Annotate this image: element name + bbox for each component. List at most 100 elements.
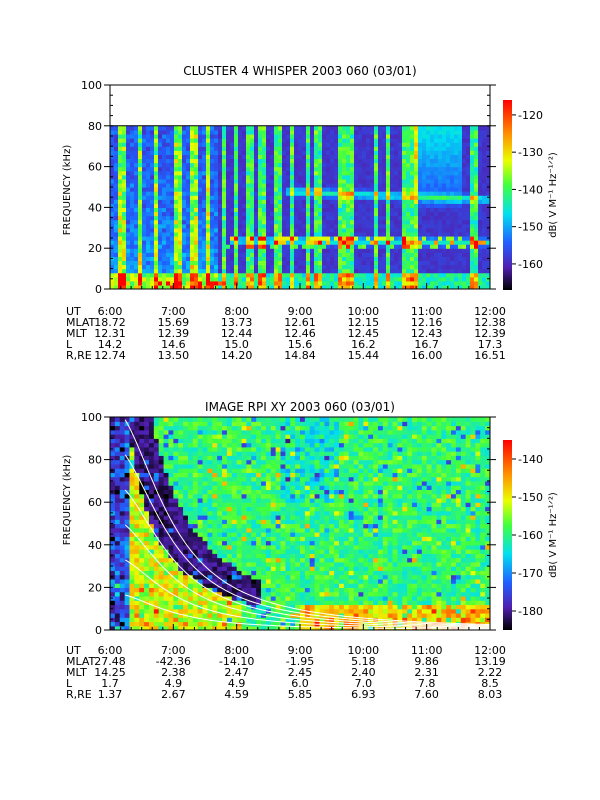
heatmap-cell [148, 523, 155, 529]
heatmap-cell [163, 544, 170, 550]
heatmap-cell [134, 191, 139, 196]
heatmap-cell [306, 199, 311, 204]
heatmap-cell [144, 587, 150, 593]
heatmap-cell [202, 211, 207, 217]
heatmap-cell [442, 240, 447, 245]
heatmap-cell [198, 158, 203, 164]
heatmap-cell [390, 174, 395, 180]
heatmap-cell [154, 260, 159, 266]
heatmap-cell [153, 591, 160, 597]
heatmap-cell [354, 166, 359, 172]
heatmap-cell [138, 178, 143, 184]
heatmap-cell [418, 191, 423, 196]
heatmap-cell [402, 207, 407, 213]
heatmap-cell [202, 272, 207, 278]
heatmap-cell [166, 162, 171, 168]
heatmap-cell [374, 276, 379, 282]
heatmap-cell [153, 527, 160, 533]
heatmap-cell [114, 612, 121, 618]
heatmap-cell [254, 268, 259, 274]
heatmap-cell [110, 502, 116, 508]
heatmap-cell [382, 272, 387, 278]
heatmap-cell [194, 162, 199, 168]
heatmap-cell [146, 166, 151, 172]
heatmap-cell [246, 142, 251, 147]
heatmap-cell [206, 211, 211, 217]
heatmap-cell [446, 219, 451, 225]
ephemeris-value: 16.2 [351, 338, 376, 351]
heatmap-cell [178, 489, 184, 495]
heatmap-cell [202, 489, 209, 495]
heatmap-cell [126, 211, 131, 217]
heatmap-cell [390, 276, 395, 282]
heatmap-cell [207, 544, 213, 550]
heatmap-cell [226, 133, 231, 139]
heatmap-cell [302, 223, 307, 229]
heatmap-cell [466, 187, 471, 192]
heatmap-cell [190, 150, 195, 155]
heatmap-cell [422, 280, 427, 286]
heatmap-cell [298, 191, 303, 196]
heatmap-cell [170, 142, 175, 147]
heatmap-cell [266, 195, 271, 200]
heatmap-cell [434, 244, 439, 249]
heatmap-cell [122, 150, 127, 155]
heatmap-cell [330, 235, 335, 241]
heatmap-cell [366, 264, 371, 270]
heatmap-cell [270, 191, 275, 196]
heatmap-cell [187, 425, 194, 431]
heatmap-cell [262, 187, 267, 192]
heatmap-cell [350, 199, 355, 204]
heatmap-cell [210, 203, 215, 208]
heatmap-cell [390, 235, 395, 241]
heatmap-cell [114, 417, 121, 422]
heatmap-cell [390, 260, 395, 266]
heatmap-cell [374, 191, 379, 196]
heatmap-cell [350, 223, 355, 229]
heatmap-cell [126, 256, 131, 262]
heatmap-cell [197, 561, 204, 567]
heatmap-cell [250, 146, 255, 151]
heatmap-cell [134, 264, 139, 270]
heatmap-cell [170, 195, 175, 200]
heatmap-cell [306, 150, 311, 155]
heatmap-cell [422, 154, 427, 160]
heatmap-cell [350, 240, 355, 245]
heatmap-cell [150, 129, 155, 135]
heatmap-cell [486, 240, 490, 245]
heatmap-cell [163, 561, 170, 567]
heatmap-cell [173, 506, 179, 512]
spectrogram-plot [110, 125, 490, 289]
heatmap-cell [144, 442, 150, 448]
heatmap-cell [398, 223, 403, 229]
heatmap-cell [322, 182, 327, 188]
heatmap-cell [119, 438, 126, 444]
heatmap-cell [478, 138, 483, 143]
heatmap-cell [302, 227, 307, 233]
heatmap-cell [197, 536, 204, 542]
heatmap-cell [130, 146, 135, 151]
heatmap-cell [258, 240, 263, 245]
heatmap-cell [210, 133, 215, 139]
heatmap-cell [187, 429, 194, 435]
heatmap-cell [190, 178, 195, 184]
heatmap-cell [418, 199, 423, 204]
heatmap-cell [178, 519, 184, 525]
heatmap-cell [158, 480, 165, 486]
heatmap-cell [246, 248, 251, 253]
heatmap-cell [290, 174, 295, 180]
heatmap-cell [302, 211, 307, 217]
heatmap-cell [148, 468, 155, 473]
heatmap-cell [474, 223, 479, 229]
heatmap-cell [278, 195, 283, 200]
heatmap-cell [454, 138, 459, 143]
heatmap-cell [170, 256, 175, 262]
heatmap-cell [144, 561, 150, 567]
heatmap-cell [222, 142, 227, 147]
heatmap-cell [470, 129, 475, 135]
heatmap-cell [110, 485, 116, 491]
heatmap-cell [314, 260, 319, 266]
heatmap-cell [394, 138, 399, 143]
heatmap-cell [158, 489, 165, 495]
heatmap-cell [258, 150, 263, 155]
